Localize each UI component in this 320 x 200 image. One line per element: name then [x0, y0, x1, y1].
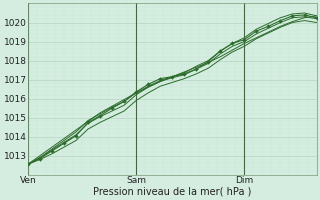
X-axis label: Pression niveau de la mer( hPa ): Pression niveau de la mer( hPa ): [93, 187, 252, 197]
